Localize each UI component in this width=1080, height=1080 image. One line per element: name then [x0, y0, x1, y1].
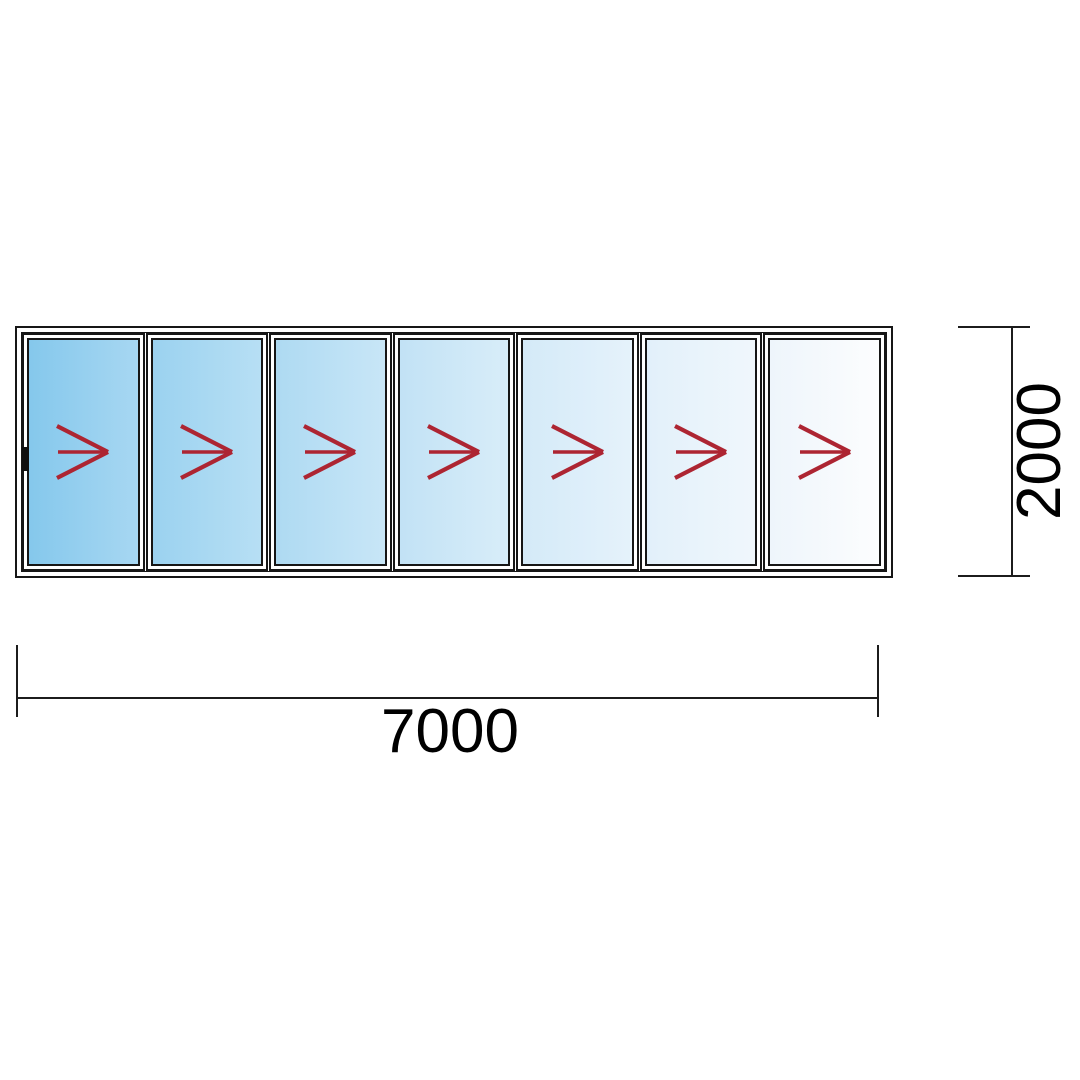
door-leaf-2: [145, 333, 269, 571]
door-leaf-3: [269, 333, 392, 571]
height-dimension-tick-top: [958, 326, 1030, 328]
door-leaf-4: [392, 333, 516, 571]
fold-direction-arrow-icon: [797, 424, 851, 480]
door-leaf-1: [22, 333, 145, 571]
door-leaf-7: [763, 333, 887, 571]
width-dimension-tick-left: [16, 645, 18, 717]
height-dimension-line: [1011, 327, 1013, 577]
door-leaf-5: [516, 333, 639, 571]
glass-pane: [397, 338, 511, 566]
height-dimension-label: 2000: [1005, 382, 1074, 520]
bifold-door: [15, 326, 893, 578]
width-dimension-line: [17, 697, 879, 699]
glass-pane: [521, 338, 634, 566]
door-leaf-6: [639, 333, 763, 571]
door-handle: [22, 447, 29, 471]
glass-pane: [274, 338, 387, 566]
fold-direction-arrow-icon: [427, 424, 480, 480]
glass-pane: [27, 338, 140, 566]
glass-pane: [768, 338, 882, 566]
fold-direction-arrow-icon: [674, 424, 728, 480]
height-dimension-tick-bottom: [958, 575, 1030, 577]
width-dimension-tick-right: [877, 645, 879, 717]
door-leaves: [21, 332, 887, 572]
fold-direction-arrow-icon: [550, 424, 604, 480]
fold-direction-arrow-icon: [303, 424, 357, 480]
glass-pane: [644, 338, 758, 566]
fold-direction-arrow-icon: [56, 424, 110, 480]
glass-pane: [150, 338, 264, 566]
width-dimension-label: 7000: [381, 697, 519, 766]
fold-direction-arrow-icon: [179, 424, 233, 480]
